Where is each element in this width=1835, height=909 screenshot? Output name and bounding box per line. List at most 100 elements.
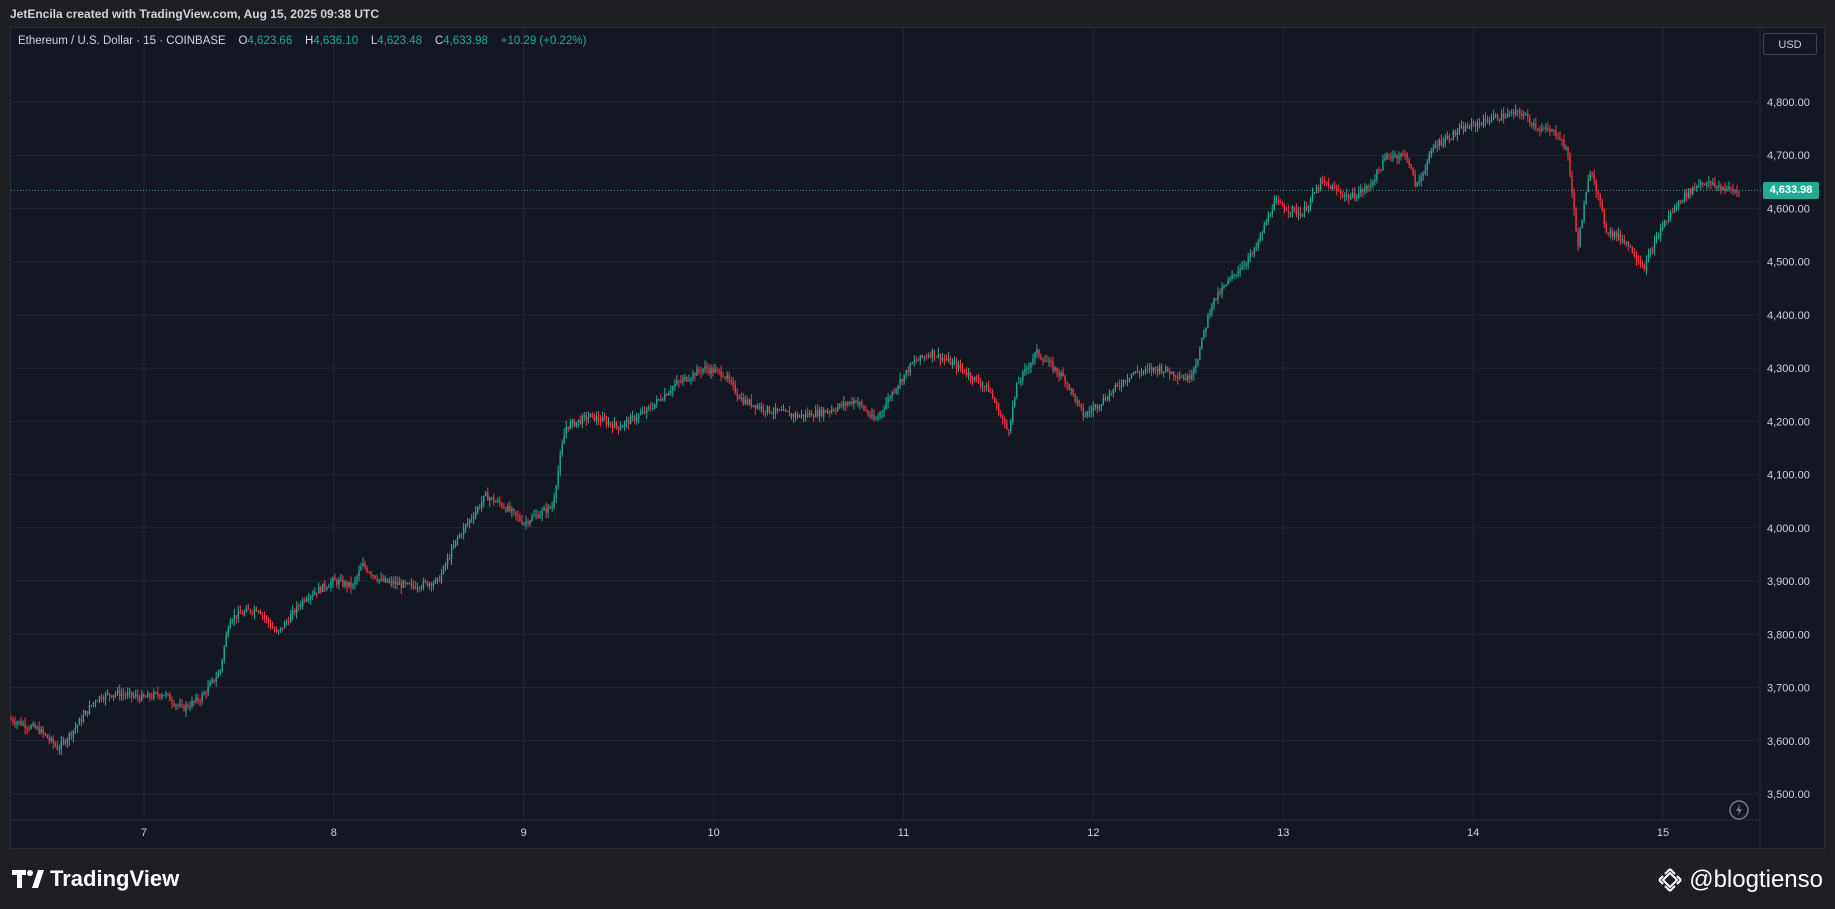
candle-body — [474, 511, 477, 517]
candle-body — [477, 506, 479, 512]
candle-body — [1251, 253, 1253, 255]
candle-body — [74, 727, 77, 731]
candle-body — [825, 410, 827, 413]
tradingview-logo[interactable]: TradingView — [12, 866, 179, 892]
candle-body — [871, 414, 873, 417]
candle-body — [376, 578, 378, 581]
candle-body — [1064, 376, 1066, 383]
footer-bar — [0, 849, 1835, 909]
y-tick-label: 4,200.00 — [1767, 416, 1810, 428]
candle-body — [1372, 181, 1374, 186]
candle-body — [1587, 180, 1589, 192]
currency-button[interactable]: USD — [1763, 33, 1817, 55]
candle-body — [304, 599, 306, 601]
candle-body — [869, 414, 871, 417]
candle-body — [1082, 407, 1084, 417]
candle-body — [1118, 384, 1121, 387]
last-price-label: 4,633.98 — [1763, 181, 1819, 199]
high-label: H — [305, 35, 314, 47]
candle-body — [211, 679, 213, 683]
candle-body — [1704, 184, 1706, 186]
candle-body — [587, 417, 590, 420]
candle-body — [609, 422, 612, 425]
candle-body — [726, 375, 728, 379]
candle-body — [1498, 119, 1501, 121]
candle-body — [1124, 380, 1127, 382]
candle-body — [1712, 182, 1714, 185]
candle-body — [1696, 186, 1698, 189]
candle-body — [1032, 359, 1034, 364]
candle-body — [631, 416, 634, 418]
chart-frame[interactable] — [10, 27, 1825, 849]
candle-body — [1653, 240, 1656, 252]
sync-icon[interactable] — [1727, 798, 1751, 822]
candle-body — [503, 506, 505, 508]
candle-body — [1633, 253, 1636, 257]
candle-body — [458, 534, 461, 538]
candle-body — [617, 426, 620, 430]
candle-body — [253, 608, 256, 614]
candle-body — [360, 566, 362, 571]
candle-body — [1563, 139, 1565, 149]
candle-body — [752, 405, 755, 407]
candle-body — [1122, 380, 1125, 386]
candle-body — [1706, 183, 1708, 186]
candle-body — [581, 415, 584, 424]
candle-body — [577, 419, 579, 422]
candle-body — [1358, 192, 1360, 198]
candle-body — [1700, 182, 1702, 186]
candle-body — [833, 409, 835, 411]
candle-body — [887, 397, 889, 404]
candle-body — [1611, 230, 1613, 237]
candle-body — [1209, 312, 1211, 315]
candle-body — [746, 399, 748, 404]
candle-body — [1000, 414, 1002, 417]
candle-body — [257, 611, 260, 613]
candle-body — [1688, 188, 1690, 198]
candle-body — [432, 583, 435, 587]
candle-body — [662, 399, 664, 401]
candle-body — [507, 505, 509, 512]
candle-body — [1346, 194, 1348, 196]
candle-body — [42, 728, 44, 733]
candle-body — [332, 578, 334, 583]
candle-body — [1138, 372, 1141, 374]
candle-body — [1261, 233, 1263, 235]
candle-body — [1639, 261, 1642, 265]
candle-body — [1506, 113, 1509, 117]
candle-body — [1042, 358, 1044, 362]
candle-body — [1643, 266, 1646, 270]
candle-body — [629, 416, 632, 425]
candle-body — [1482, 117, 1485, 126]
candle-body — [961, 367, 964, 370]
candle-body — [215, 677, 217, 682]
candle-body — [1116, 384, 1119, 386]
candle-body — [1364, 189, 1366, 192]
candle-body — [1378, 169, 1380, 171]
candle-body — [163, 694, 165, 696]
candle-body — [843, 402, 845, 406]
candle-body — [501, 503, 503, 507]
candle-body — [951, 362, 954, 365]
candle-body — [1394, 154, 1396, 157]
candle-body — [36, 727, 38, 729]
candle-body — [1211, 305, 1213, 313]
candle-body — [209, 682, 211, 687]
candle-body — [108, 693, 111, 696]
candle-body — [1402, 153, 1404, 155]
candle-body — [794, 413, 797, 417]
candle-body — [601, 417, 604, 422]
candle-body — [1098, 406, 1101, 409]
candle-body — [398, 582, 400, 585]
candle-body — [931, 350, 934, 357]
candle-body — [1434, 144, 1436, 149]
candle-body — [899, 379, 901, 386]
candle-body — [1169, 371, 1171, 375]
candle-body — [823, 410, 825, 416]
candle-body — [175, 704, 177, 706]
candle-body — [981, 385, 984, 387]
candle-body — [740, 398, 742, 400]
symbol-title[interactable]: Ethereum / U.S. Dollar · 15 · COINBASE — [18, 35, 226, 47]
candle-body — [70, 733, 73, 737]
